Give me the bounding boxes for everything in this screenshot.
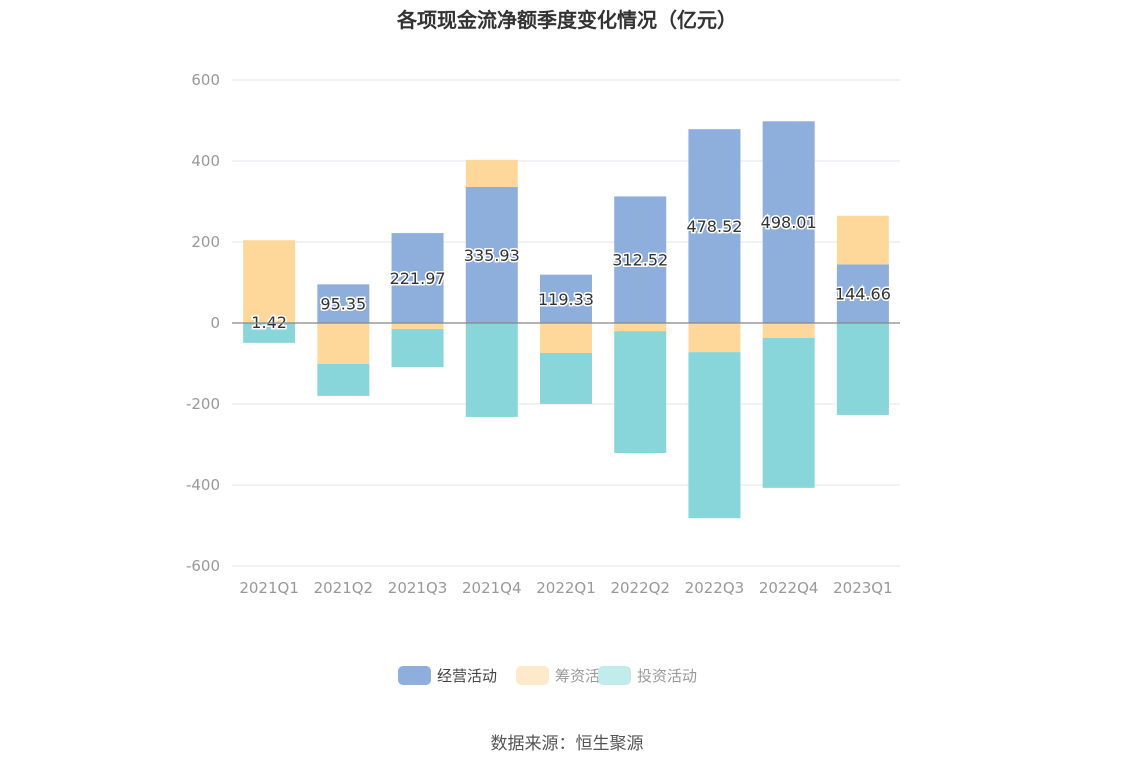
bar-operating [688,129,741,323]
bar-financing [317,323,370,364]
bar-financing [688,323,741,353]
x-tick-label: 2023Q1 [833,579,893,597]
x-tick-label: 2022Q3 [685,579,745,597]
bar-investing [540,352,592,404]
y-tick-label: 200 [191,233,220,251]
data-label: 95.35 [320,295,366,314]
x-tick-label: 2022Q1 [536,579,596,597]
data-label: 498.01 [761,213,817,232]
bar-operating [317,284,370,323]
data-label: 478.52 [686,217,742,236]
x-tick-label: 2022Q2 [610,579,670,597]
bar-operating [762,121,815,324]
bar-investing [317,363,370,396]
y-tick-label: 600 [191,71,220,89]
legend-swatch [516,666,549,685]
bar-investing [762,337,815,488]
bar-financing [391,323,444,330]
bar-financing [836,215,889,265]
data-label: 335.93 [464,246,520,265]
bar-financing [614,323,667,332]
y-tick-label: -200 [186,395,220,413]
y-tick-label: 0 [210,314,220,332]
bar-financing [243,240,296,323]
legend-label: 投资活动 [637,667,697,685]
y-tick-label: 400 [191,152,220,170]
legend-swatch [598,666,631,685]
x-tick-label: 2022Q4 [759,579,819,597]
bar-investing [391,329,444,368]
bar-operating [614,196,667,323]
bar-investing [465,323,518,417]
bar-financing [465,159,518,187]
x-tick-label: 2021Q2 [314,579,374,597]
bar-investing [243,323,296,343]
data-label: 221.97 [390,269,446,288]
legend-label: 经营活动 [437,667,497,685]
data-label: 144.66 [835,285,891,304]
bar-investing [836,323,889,415]
bar-financing [762,323,815,338]
bar-operating [836,264,889,323]
x-tick-label: 2021Q3 [388,579,448,597]
bar-operating [391,233,444,323]
legend-swatch [398,666,431,685]
x-tick-label: 2021Q1 [239,579,299,597]
data-label: 119.33 [538,290,594,309]
bar-operating [465,186,518,323]
data-label: 312.52 [612,251,668,270]
x-tick-label: 2021Q4 [462,579,522,597]
bar-investing [688,352,741,519]
y-tick-label: -400 [186,476,220,494]
bar-investing [614,331,667,454]
bar-operating [540,274,592,323]
data-source: 数据来源：恒生聚源 [490,734,644,754]
bar-financing [540,323,592,353]
y-tick-label: -600 [186,557,220,575]
chart-title: 各项现金流净额季度变化情况（亿元） [397,8,737,32]
